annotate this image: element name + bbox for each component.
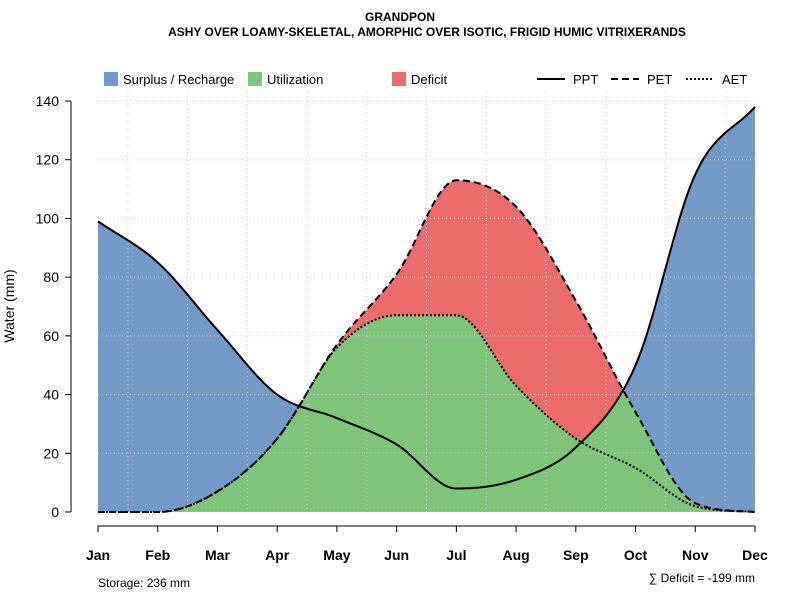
legend-label-aet: AET bbox=[722, 72, 747, 87]
legend-swatch-surplus-recharge bbox=[104, 72, 118, 86]
x-tick-label-aug: Aug bbox=[502, 547, 529, 563]
areas-layer bbox=[98, 106, 755, 513]
x-tick-label-jan: Jan bbox=[86, 547, 110, 563]
x-tick-label-sep: Sep bbox=[563, 547, 589, 563]
legend-label-pet: PET bbox=[647, 72, 672, 87]
y-tick-label: 0 bbox=[51, 504, 59, 520]
x-tick-label-mar: Mar bbox=[205, 547, 230, 563]
x-tick-label-nov: Nov bbox=[682, 547, 709, 563]
lines-layer bbox=[97, 106, 756, 513]
legend-swatch-deficit bbox=[392, 72, 406, 86]
legend-label-deficit: Deficit bbox=[411, 72, 448, 87]
x-tick-label-may: May bbox=[323, 547, 350, 563]
x-tick-label-feb: Feb bbox=[145, 547, 170, 563]
legend-label-ppt: PPT bbox=[573, 72, 598, 87]
y-tick-label: 60 bbox=[43, 328, 59, 344]
axes-layer: 0 20 40 60 80 100 120 140 Jan Feb Mar Apr May Jun Jul A… bbox=[36, 93, 768, 563]
pet-line bbox=[98, 179, 756, 513]
grid-layer bbox=[98, 92, 755, 513]
legend: Surplus / Recharge Utilization Deficit PPT P… bbox=[104, 72, 747, 87]
y-tick-label: 100 bbox=[36, 210, 60, 226]
ppt-line bbox=[97, 106, 756, 490]
x-tick-label-apr: Apr bbox=[265, 547, 290, 563]
legend-swatch-utilization bbox=[248, 72, 262, 86]
chart-subtitle: ASHY OVER LOAMY-SKELETAL, AMORPHIC OVER … bbox=[168, 25, 686, 39]
utilization-area bbox=[98, 315, 755, 512]
x-tick-label-jun: Jun bbox=[384, 547, 409, 563]
y-axis-label: Water (mm) bbox=[1, 269, 17, 342]
deficit-annotation: ∑ Deficit = -199 mm bbox=[649, 571, 755, 585]
y-tick-label: 80 bbox=[43, 269, 59, 285]
legend-label-surplus-recharge: Surplus / Recharge bbox=[123, 72, 234, 87]
x-tick-label-jul: Jul bbox=[446, 547, 466, 563]
y-tick-label: 20 bbox=[43, 445, 59, 461]
x-tick-label-oct: Oct bbox=[624, 547, 648, 563]
y-tick-label: 140 bbox=[36, 93, 60, 109]
legend-label-utilization: Utilization bbox=[267, 72, 323, 87]
storage-annotation: Storage: 236 mm bbox=[98, 576, 190, 590]
y-tick-label: 40 bbox=[43, 387, 59, 403]
surplus-area bbox=[98, 106, 755, 513]
x-tick-label-dec: Dec bbox=[742, 547, 768, 563]
chart-title: GRANDPON bbox=[365, 10, 435, 24]
y-tick-label: 120 bbox=[36, 152, 60, 168]
